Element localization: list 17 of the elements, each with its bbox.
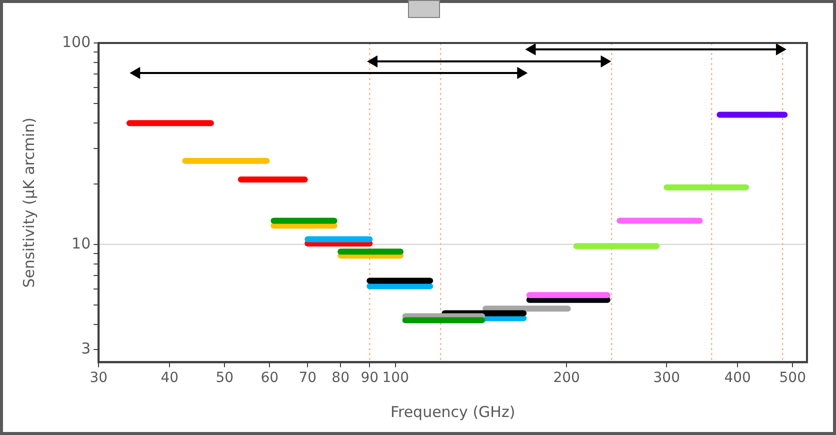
x-tick-label: 60 xyxy=(260,370,279,386)
x-tick-label: 400 xyxy=(724,370,751,386)
x-tick-label: 500 xyxy=(779,370,806,386)
x-tick-label: 300 xyxy=(653,370,680,386)
y-axis-title: Sensitivity (μK arcmin) xyxy=(20,117,38,288)
x-tick-label: 50 xyxy=(216,370,234,386)
x-tick-label: 200 xyxy=(553,370,580,386)
x-tick-label: 80 xyxy=(332,370,350,386)
y-tick-label: 10 xyxy=(72,234,91,252)
x-tick-label: 40 xyxy=(160,370,179,386)
y-tick-label: 100 xyxy=(62,32,91,51)
y-tick-label: 3 xyxy=(81,340,91,358)
x-tick-label: 70 xyxy=(298,370,317,386)
x-tick-label: 30 xyxy=(90,370,108,386)
x-axis-title: Frequency (GHz) xyxy=(390,402,516,421)
x-tick-label: 90 xyxy=(360,370,379,386)
x-tick-label: 100 xyxy=(382,370,409,386)
